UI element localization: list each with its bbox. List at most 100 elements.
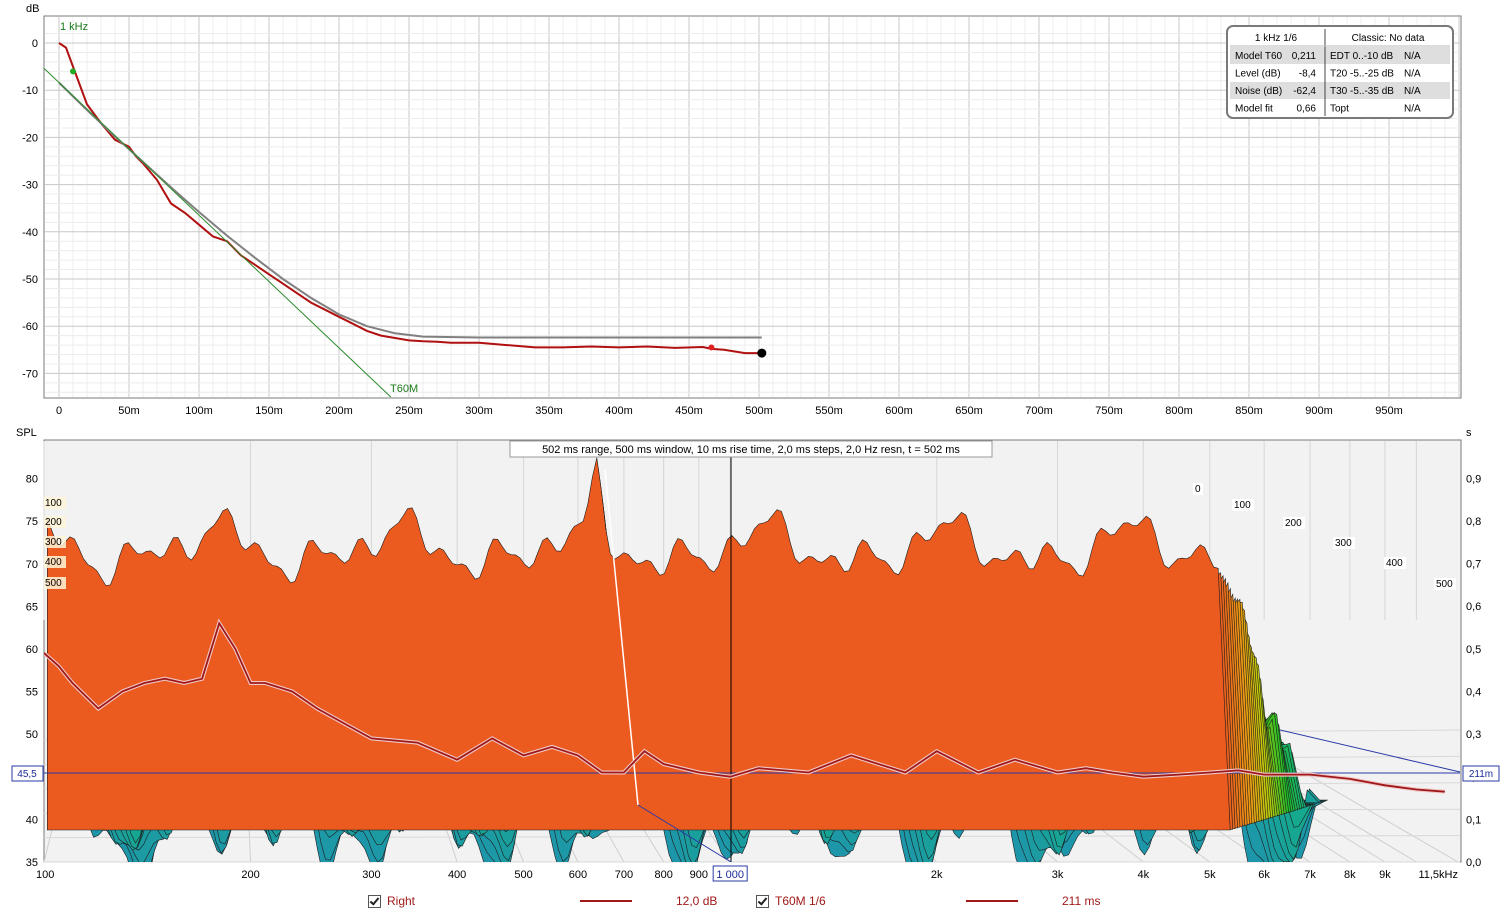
- time-tag-left: 200: [45, 517, 62, 528]
- legend-right-value: 12,0 dB: [676, 894, 718, 908]
- info-cell: -62,4: [1293, 86, 1316, 97]
- decay-marker: [757, 348, 767, 358]
- waterfall-x-tick: 400: [448, 869, 466, 881]
- decay-x-tick: 600m: [885, 405, 913, 417]
- decay-markers: [70, 68, 767, 358]
- waterfall-time-tags: 100 200 300 400 500 0 100 200 300 400 500: [44, 483, 1456, 590]
- decay-x-tick: 250m: [395, 405, 423, 417]
- waterfall-y-tick: 70: [26, 559, 38, 571]
- time-tag-right: 300: [1335, 538, 1352, 549]
- decay-y-tick: -50: [22, 274, 38, 286]
- decay-y-tick: -20: [22, 132, 38, 144]
- decay-x-tick: 450m: [675, 405, 703, 417]
- info-cell: N/A: [1404, 86, 1421, 97]
- waterfall-title: 502 ms range, 500 ms window, 10 ms rise …: [542, 444, 960, 456]
- decay-x-tick: 750m: [1095, 405, 1123, 417]
- waterfall-x-tick: 3k: [1052, 869, 1064, 881]
- waterfall-y-tick: 80: [26, 474, 38, 486]
- info-cell: Level (dB): [1235, 69, 1281, 80]
- legend-right-label: Right: [387, 894, 416, 908]
- waterfall-x-tick: 200: [241, 869, 259, 881]
- time-tag-bg: [1232, 499, 1254, 511]
- decay-x-tick: 900m: [1305, 405, 1333, 417]
- waterfall-x-tick: 300: [362, 869, 380, 881]
- waterfall-x-tick: 2k: [931, 869, 943, 881]
- decay-x-tick: 700m: [1025, 405, 1053, 417]
- waterfall-y-tick: 35: [26, 857, 38, 869]
- waterfall-right-tick: 0,4: [1466, 686, 1481, 698]
- waterfall-overlays: [44, 441, 1460, 862]
- waterfall-right-tick: 0,5: [1466, 644, 1481, 656]
- decay-series-decay_line: [44, 67, 392, 398]
- waterfall-slices: [47, 457, 1328, 862]
- decay-marker: [708, 344, 715, 351]
- info-row-bg-3: [1230, 82, 1450, 99]
- cursor-spl-readout-box: [11, 765, 44, 782]
- legend-t60m-value: 211 ms: [1062, 894, 1101, 908]
- legend-t60m-label: T60M 1/6: [775, 894, 826, 908]
- waterfall-x-ticks: 100 200 300 400 500 600 700 800 900 1 000 2k 3k 4k 5k…: [36, 865, 1458, 882]
- legend-t60m-checkbox[interactable]: [756, 894, 769, 908]
- waterfall-right-tick: 0,3: [1466, 729, 1481, 741]
- legend-right-checkbox[interactable]: [368, 894, 381, 908]
- decay-panel: dB 0 -10 -20 -30 -40 -50 -60 -70 0 50m 100m 150m 20…: [22, 3, 1462, 417]
- info-cell: EDT 0..-10 dB: [1330, 51, 1394, 62]
- waterfall-right-tick: 0,0: [1466, 857, 1481, 869]
- info-cell: Model fit: [1235, 104, 1273, 115]
- legend-t60m-swatch: [966, 900, 1018, 902]
- cursor-time-readout-box: [1462, 765, 1500, 782]
- waterfall-y-axis-label: SPL: [16, 427, 37, 439]
- waterfall-x-tick: 800: [654, 869, 672, 881]
- time-cursor-floor: [637, 804, 732, 862]
- waterfall-x-tick: 100: [36, 869, 54, 881]
- decay-x-tick: 100m: [185, 405, 213, 417]
- info-cell: N/A: [1404, 51, 1421, 62]
- decay-plot-area: [43, 15, 1462, 399]
- waterfall-floor-hline: [43, 835, 1461, 839]
- frequency-cursor-readout-box: [712, 865, 748, 882]
- waterfall-x-tick: 9k: [1379, 869, 1391, 881]
- time-tag-right: 200: [1285, 518, 1302, 529]
- time-tag-bg: [44, 577, 66, 589]
- info-cell: T30 -5..-35 dB: [1330, 86, 1394, 97]
- waterfall-right-tick: 0,7: [1466, 559, 1481, 571]
- info-cell: Noise (dB): [1235, 86, 1282, 97]
- waterfall-x-tick: 600: [569, 869, 587, 881]
- decay-marker: [70, 68, 76, 75]
- waterfall-right-tick: 0,6: [1466, 601, 1481, 613]
- decay-x-tick: 950m: [1375, 405, 1403, 417]
- waterfall-x-tick: 700: [615, 869, 633, 881]
- decay-y-tick: -40: [22, 227, 38, 239]
- time-tag-bg: [44, 556, 66, 568]
- decay-x-tick: 200m: [325, 405, 353, 417]
- waterfall-y-tick: 75: [26, 516, 38, 528]
- decay-x-tick: 500m: [745, 405, 773, 417]
- decay-curves: [44, 42, 762, 398]
- decay-x-tick: 350m: [535, 405, 563, 417]
- waterfall-slice: [47, 457, 1231, 831]
- decay-x-tick: 50m: [118, 405, 139, 417]
- waterfall-y-tick: 40: [26, 814, 38, 826]
- time-tag-left: 300: [45, 537, 62, 548]
- info-cell: Topt: [1330, 104, 1349, 115]
- legend-t60m[interactable]: T60M 1/6: [756, 892, 826, 910]
- time-tag-bg: [1193, 483, 1203, 495]
- decay-y-tick: -10: [22, 85, 38, 97]
- time-tag-left: 500: [45, 578, 62, 589]
- info-rows: Model T60 0,211 EDT 0..-10 dB N/A Level (dB)…: [1235, 51, 1421, 115]
- legend-right[interactable]: Right: [368, 892, 415, 910]
- decay-x-tick: 800m: [1165, 405, 1193, 417]
- waterfall-x-tick: 900: [690, 869, 708, 881]
- waterfall-y-ticks: 80 75 70 65 60 55 50 40 35: [26, 474, 38, 869]
- band-label: 1 kHz: [60, 21, 88, 33]
- waterfall-right-tick: 0,9: [1466, 473, 1481, 485]
- time-tag-right: 0: [1195, 484, 1201, 495]
- waterfall-x-tick: 500: [514, 869, 532, 881]
- waterfall-right-tick: 0,8: [1466, 516, 1481, 528]
- waterfall-y-tick: 60: [26, 644, 38, 656]
- info-cell: 0,66: [1297, 104, 1317, 115]
- decay-x-tick: 650m: [955, 405, 983, 417]
- t60-curve: [44, 621, 1445, 793]
- waterfall-y-tick: 65: [26, 601, 38, 613]
